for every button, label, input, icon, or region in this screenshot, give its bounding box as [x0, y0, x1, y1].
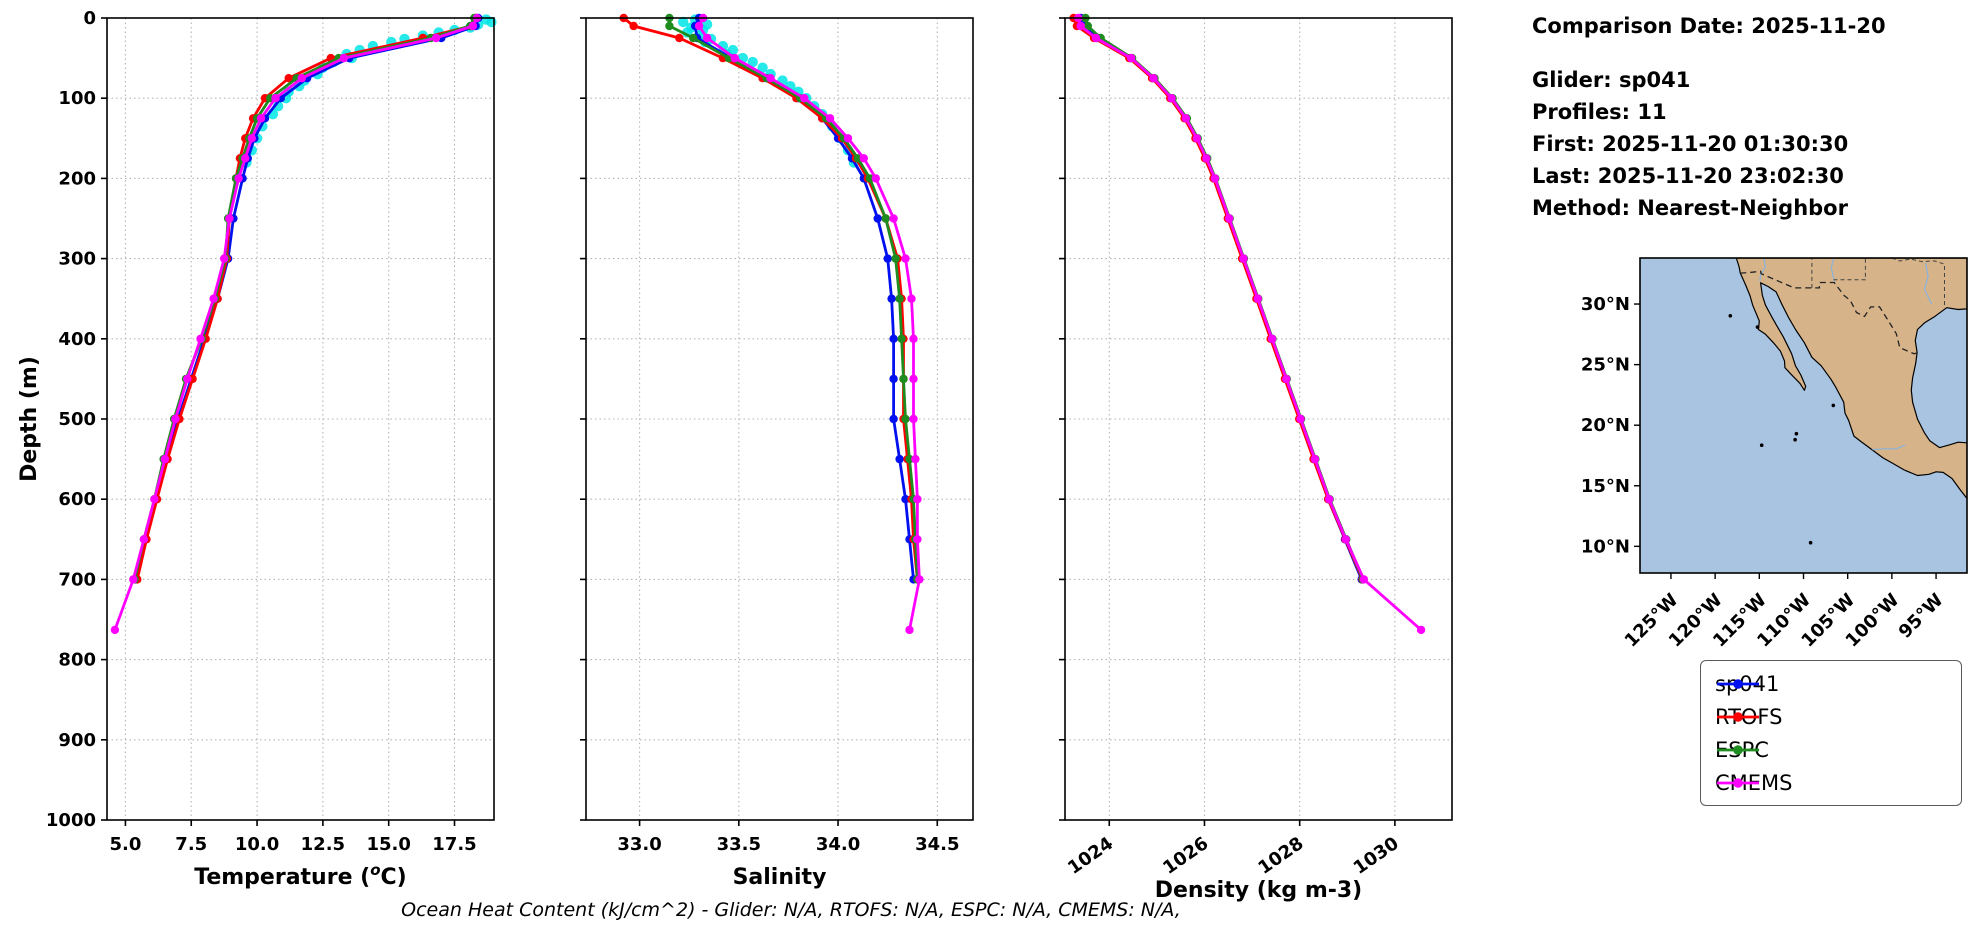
legend-item-CMEMS: CMEMS: [1715, 771, 1947, 795]
series-sp041: [131, 13, 483, 584]
river: [1872, 444, 1906, 451]
svg-text:17.5: 17.5: [432, 834, 476, 855]
svg-text:800: 800: [58, 650, 96, 671]
svg-text:20°N: 20°N: [1581, 415, 1630, 436]
svg-text:300: 300: [58, 249, 96, 270]
comparison-date-text: Comparison Date: 2025-11-20: [1532, 14, 1886, 38]
x-axis-title: Temperature (oC): [194, 861, 406, 890]
first-profile-text: First: 2025-11-20 01:30:30: [1532, 132, 1849, 156]
svg-text:500: 500: [58, 409, 96, 430]
axes: 33.0 33.5 34.0 34.5: [580, 17, 959, 855]
legend-item-sp041: sp041: [1715, 672, 1947, 696]
svg-text:100: 100: [58, 88, 96, 109]
series-CMEMS: [1074, 13, 1426, 635]
legend-line-sample: [1717, 711, 1759, 722]
state-border: [1833, 258, 1866, 281]
x-axis-title: Salinity: [733, 865, 827, 890]
map-features: [1728, 258, 1967, 545]
svg-text:10.0: 10.0: [235, 834, 279, 855]
svg-text:7.5: 7.5: [175, 834, 207, 855]
ocean-heat-content-caption: Ocean Heat Content (kJ/cm^2) - Glider: N…: [401, 899, 1181, 921]
axes: 5.0 7.5 10.0 12.5 15.0 17.5 0 100 200 300 400 500 60…: [46, 8, 477, 855]
legend-item-RTOFS: RTOFS: [1715, 705, 1947, 729]
svg-text:5.0: 5.0: [109, 834, 141, 855]
svg-text:400: 400: [58, 329, 96, 350]
axes: 1024 1026 1028 1030: [1059, 17, 1403, 879]
legend-line-sample: [1717, 678, 1759, 689]
info-panel: Comparison Date: 2025-11-20 Glider: sp04…: [1532, 10, 1972, 224]
svg-text:95°W: 95°W: [1895, 590, 1948, 643]
svg-text:200: 200: [58, 168, 96, 189]
svg-text:15°N: 15°N: [1581, 476, 1630, 497]
island: [1808, 540, 1813, 545]
svg-text:1030: 1030: [1350, 833, 1403, 879]
river: [1759, 258, 1767, 282]
legend-line-sample: [1717, 777, 1759, 788]
svg-text:34.5: 34.5: [915, 834, 959, 855]
series-CMEMS: [110, 13, 482, 635]
y-axis-title: Depth (m): [17, 356, 42, 482]
location-map: 125°W120°W115°W110°W105°W100°W95°W30°N25…: [1581, 257, 1968, 652]
river: [1830, 258, 1835, 282]
river: [1923, 262, 1933, 305]
state-border: [1891, 258, 1945, 308]
last-profile-text: Last: 2025-11-20 23:02:30: [1532, 164, 1844, 188]
svg-text:700: 700: [58, 569, 96, 590]
series-CMEMS: [694, 13, 924, 635]
info-spacer: [1532, 42, 1972, 64]
svg-text:30°N: 30°N: [1581, 294, 1630, 315]
island: [1755, 325, 1760, 329]
salinity-profile-chart: 33.0 33.5 34.0 34.5 Salinity: [580, 13, 974, 890]
profiles-text: Profiles: 11: [1532, 100, 1667, 124]
svg-text:10°N: 10°N: [1581, 536, 1630, 557]
svg-text:33.5: 33.5: [717, 834, 761, 855]
legend: sp041 RTOFS ESPC CMEMS: [1700, 660, 1962, 806]
legend-item-ESPC: ESPC: [1715, 738, 1947, 762]
svg-text:1028: 1028: [1254, 833, 1307, 879]
svg-text:34.0: 34.0: [816, 834, 860, 855]
island: [1759, 443, 1764, 447]
glider-text: Glider: sp041: [1532, 68, 1691, 92]
series-RTOFS: [1069, 13, 1367, 584]
svg-text:0: 0: [83, 8, 96, 29]
us-mexico-border: [1740, 270, 1918, 355]
svg-text:1026: 1026: [1159, 833, 1212, 879]
svg-text:25°N: 25°N: [1581, 355, 1630, 376]
gridlines: [1065, 17, 1452, 821]
svg-text:12.5: 12.5: [301, 834, 345, 855]
island: [1728, 314, 1733, 318]
island: [1793, 437, 1797, 442]
series-sp041: [1076, 13, 1366, 584]
legend-line-sample: [1717, 744, 1759, 755]
series-ESPC: [130, 13, 479, 584]
x-axis-title: Density (kg m-3): [1155, 878, 1363, 903]
series-RTOFS: [133, 13, 480, 584]
series-RTOFS: [619, 13, 922, 584]
svg-text:33.0: 33.0: [617, 834, 661, 855]
temperature-profile-chart: 5.0 7.5 10.0 12.5 15.0 17.5 0 100 200 300 400 500 60…: [17, 8, 497, 890]
island: [1794, 431, 1799, 436]
svg-text:1024: 1024: [1064, 833, 1117, 879]
svg-text:600: 600: [58, 489, 96, 510]
svg-text:1000: 1000: [46, 810, 96, 831]
island: [1831, 403, 1836, 408]
landmass: [1735, 258, 1967, 500]
gridlines: [107, 17, 494, 821]
method-text: Method: Nearest-Neighbor: [1532, 196, 1848, 220]
svg-text:900: 900: [58, 730, 96, 751]
svg-text:15.0: 15.0: [366, 834, 410, 855]
